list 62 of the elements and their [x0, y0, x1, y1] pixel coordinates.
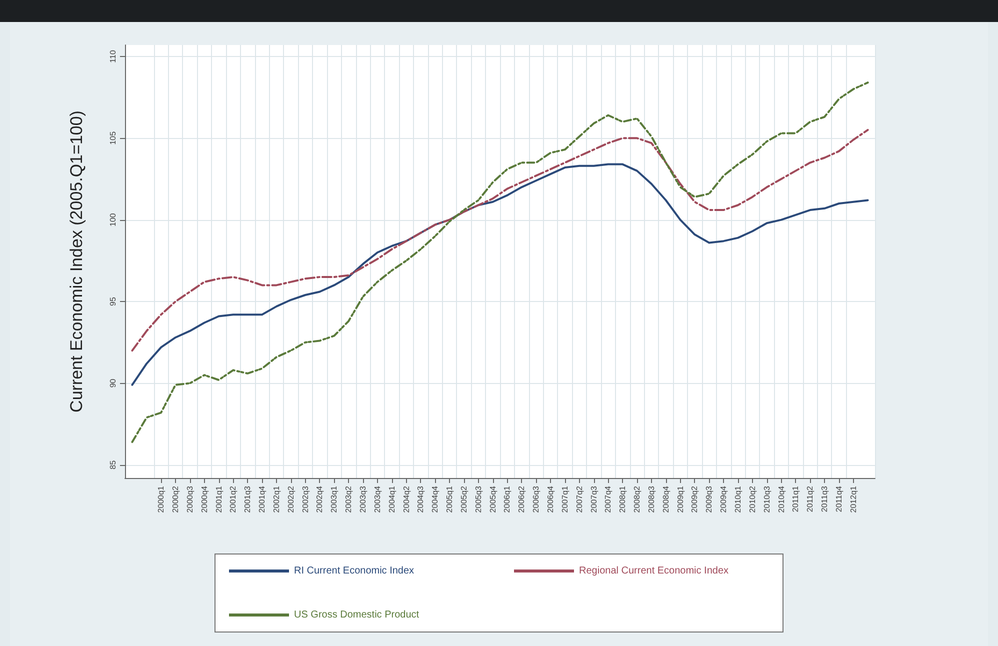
x-tick-label: 2008q3 — [646, 485, 656, 513]
x-tick-label: 2004q4 — [430, 485, 440, 513]
x-tick-label: 2011q2 — [806, 485, 815, 512]
x-tick-label: 2007q1 — [560, 485, 570, 513]
x-tick-label: 2005q3 — [474, 485, 483, 513]
x-tick-label: 2002q4 — [315, 485, 324, 513]
x-tick-label: 2005q1 — [445, 485, 454, 513]
x-tick-label: 2006q4 — [546, 485, 555, 513]
y-tick-label: 85 — [108, 460, 118, 470]
x-tick-label: 2004q3 — [416, 485, 426, 513]
x-tick-label: 2005q2 — [459, 485, 468, 513]
x-tick-label: 2006q1 — [502, 485, 512, 513]
x-tick-label: 2009q2 — [690, 485, 700, 513]
x-tick-label: 2008q1 — [618, 485, 628, 513]
x-tick-label: 2005q4 — [488, 485, 498, 513]
text: Regional Current Economic Index — [579, 566, 729, 576]
y-tick-label: 105 — [108, 130, 118, 145]
x-tick-label: 2007q4 — [604, 485, 613, 513]
x-tick-label: 2009q1 — [676, 485, 685, 513]
x-tick-label: 2003q4 — [372, 485, 382, 513]
x-tick-label: 2011q3 — [820, 485, 830, 512]
x-tick-label: 2000q2 — [170, 485, 180, 513]
line-series — [131, 163, 869, 386]
x-tick-label: 2006q2 — [517, 485, 526, 513]
x-tick-label: 2000q1 — [156, 485, 166, 513]
x-tick-label: 2008q4 — [661, 485, 670, 513]
x-tick-label: 2003q2 — [344, 485, 354, 513]
y-tick-label: 95 — [108, 296, 118, 306]
x-tick-label: 2007q2 — [574, 485, 584, 513]
x-tick-label: 2003q1 — [330, 485, 339, 513]
x-tick-label: 2001q1 — [214, 485, 224, 513]
x-tick-label: 2000q3 — [185, 485, 194, 513]
x-tick-label: 2010q2 — [748, 485, 757, 513]
x-tick-label: 2000q4 — [200, 485, 209, 513]
x-tick-label: 2001q3 — [243, 485, 252, 513]
line-series — [131, 128, 869, 352]
text: RI Current Economic Index — [294, 566, 414, 576]
x-tick-label: 2001q4 — [258, 485, 267, 513]
x-tick-label: 2004q1 — [387, 485, 396, 513]
y-tick-label: 90 — [108, 378, 118, 388]
x-tick-label: 2002q1 — [272, 485, 281, 513]
y-axis-title: Current Economic Index (2005.Q1=100) — [67, 110, 86, 412]
x-tick-label: 2001q2 — [228, 485, 238, 513]
x-tick-label: 2002q3 — [300, 485, 310, 513]
x-tick-label: 2011q1 — [791, 485, 800, 512]
x-tick-label: 2009q3 — [704, 485, 714, 513]
x-tick-label: 2010q1 — [733, 485, 742, 513]
x-tick-label: 2006q3 — [532, 485, 541, 513]
y-tick-label: 110 — [108, 50, 118, 63]
line-series — [131, 82, 869, 444]
y-tick-label: 100 — [108, 212, 118, 227]
x-tick-label: 2011q4 — [834, 485, 844, 512]
x-tick-label: 2003q3 — [358, 485, 368, 513]
x-tick-label: 2002q2 — [286, 485, 296, 513]
x-tick-label: 2007q3 — [589, 485, 598, 513]
x-tick-label: 2012q1 — [848, 485, 858, 513]
x-tick-label: 2004q2 — [402, 485, 411, 513]
x-tick-label: 2008q2 — [632, 485, 642, 513]
x-tick-label: 2010q4 — [776, 485, 786, 513]
x-tick-label: 2010q3 — [762, 485, 772, 513]
x-tick-label: 2009q4 — [719, 485, 728, 513]
text: US Gross Domestic Product — [294, 610, 420, 620]
